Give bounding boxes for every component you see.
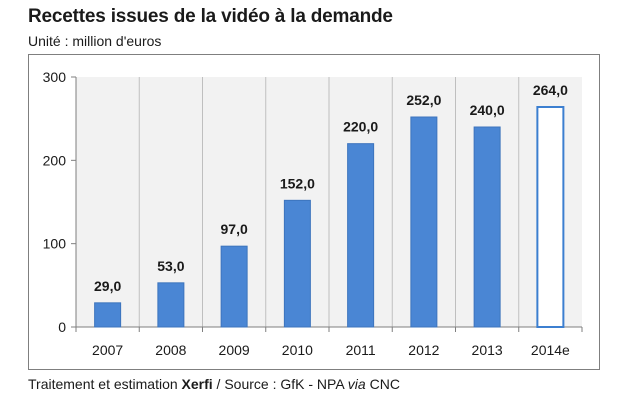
y-tick-label: 200 [43,152,67,168]
source-brand: Xerfi [181,376,213,392]
source-via: via [347,376,366,392]
data-label: 97,0 [221,221,248,237]
chart-title: Recettes issues de la vidéo à la demande [28,6,393,27]
y-tick-label: 0 [58,319,66,335]
bar [347,143,375,328]
data-label: 264,0 [533,82,568,98]
data-label: 53,0 [157,258,184,274]
x-tick-label: 2013 [472,342,503,358]
data-label: 240,0 [470,102,505,118]
bar-estimate [536,106,565,328]
y-tick-label: 100 [43,236,67,252]
x-tick-label: 2012 [408,342,439,358]
bar [283,199,311,328]
source-suffix: CNC [365,376,400,392]
bar [410,116,438,328]
data-label: 252,0 [406,92,441,108]
bar [220,245,248,328]
x-tick-label: 2007 [92,342,123,358]
chart-source: Traitement et estimation Xerfi / Source … [28,376,400,392]
data-label: 220,0 [343,119,378,135]
data-label: 152,0 [280,175,315,191]
source-middle: / Source : GfK - NPA [212,376,348,392]
bar [157,282,185,328]
y-tick-label: 300 [43,69,67,85]
chart-unit: Unité : million d'euros [28,33,162,49]
x-tick-label: 2009 [219,342,250,358]
x-tick-label: 2014e [531,342,570,358]
x-tick-label: 2008 [155,342,186,358]
source-prefix: Traitement et estimation [28,376,182,392]
x-tick-label: 2011 [346,342,376,358]
bar [94,302,122,328]
bar [473,126,501,328]
data-label: 29,0 [94,278,121,294]
x-tick-label: 2010 [282,342,313,358]
